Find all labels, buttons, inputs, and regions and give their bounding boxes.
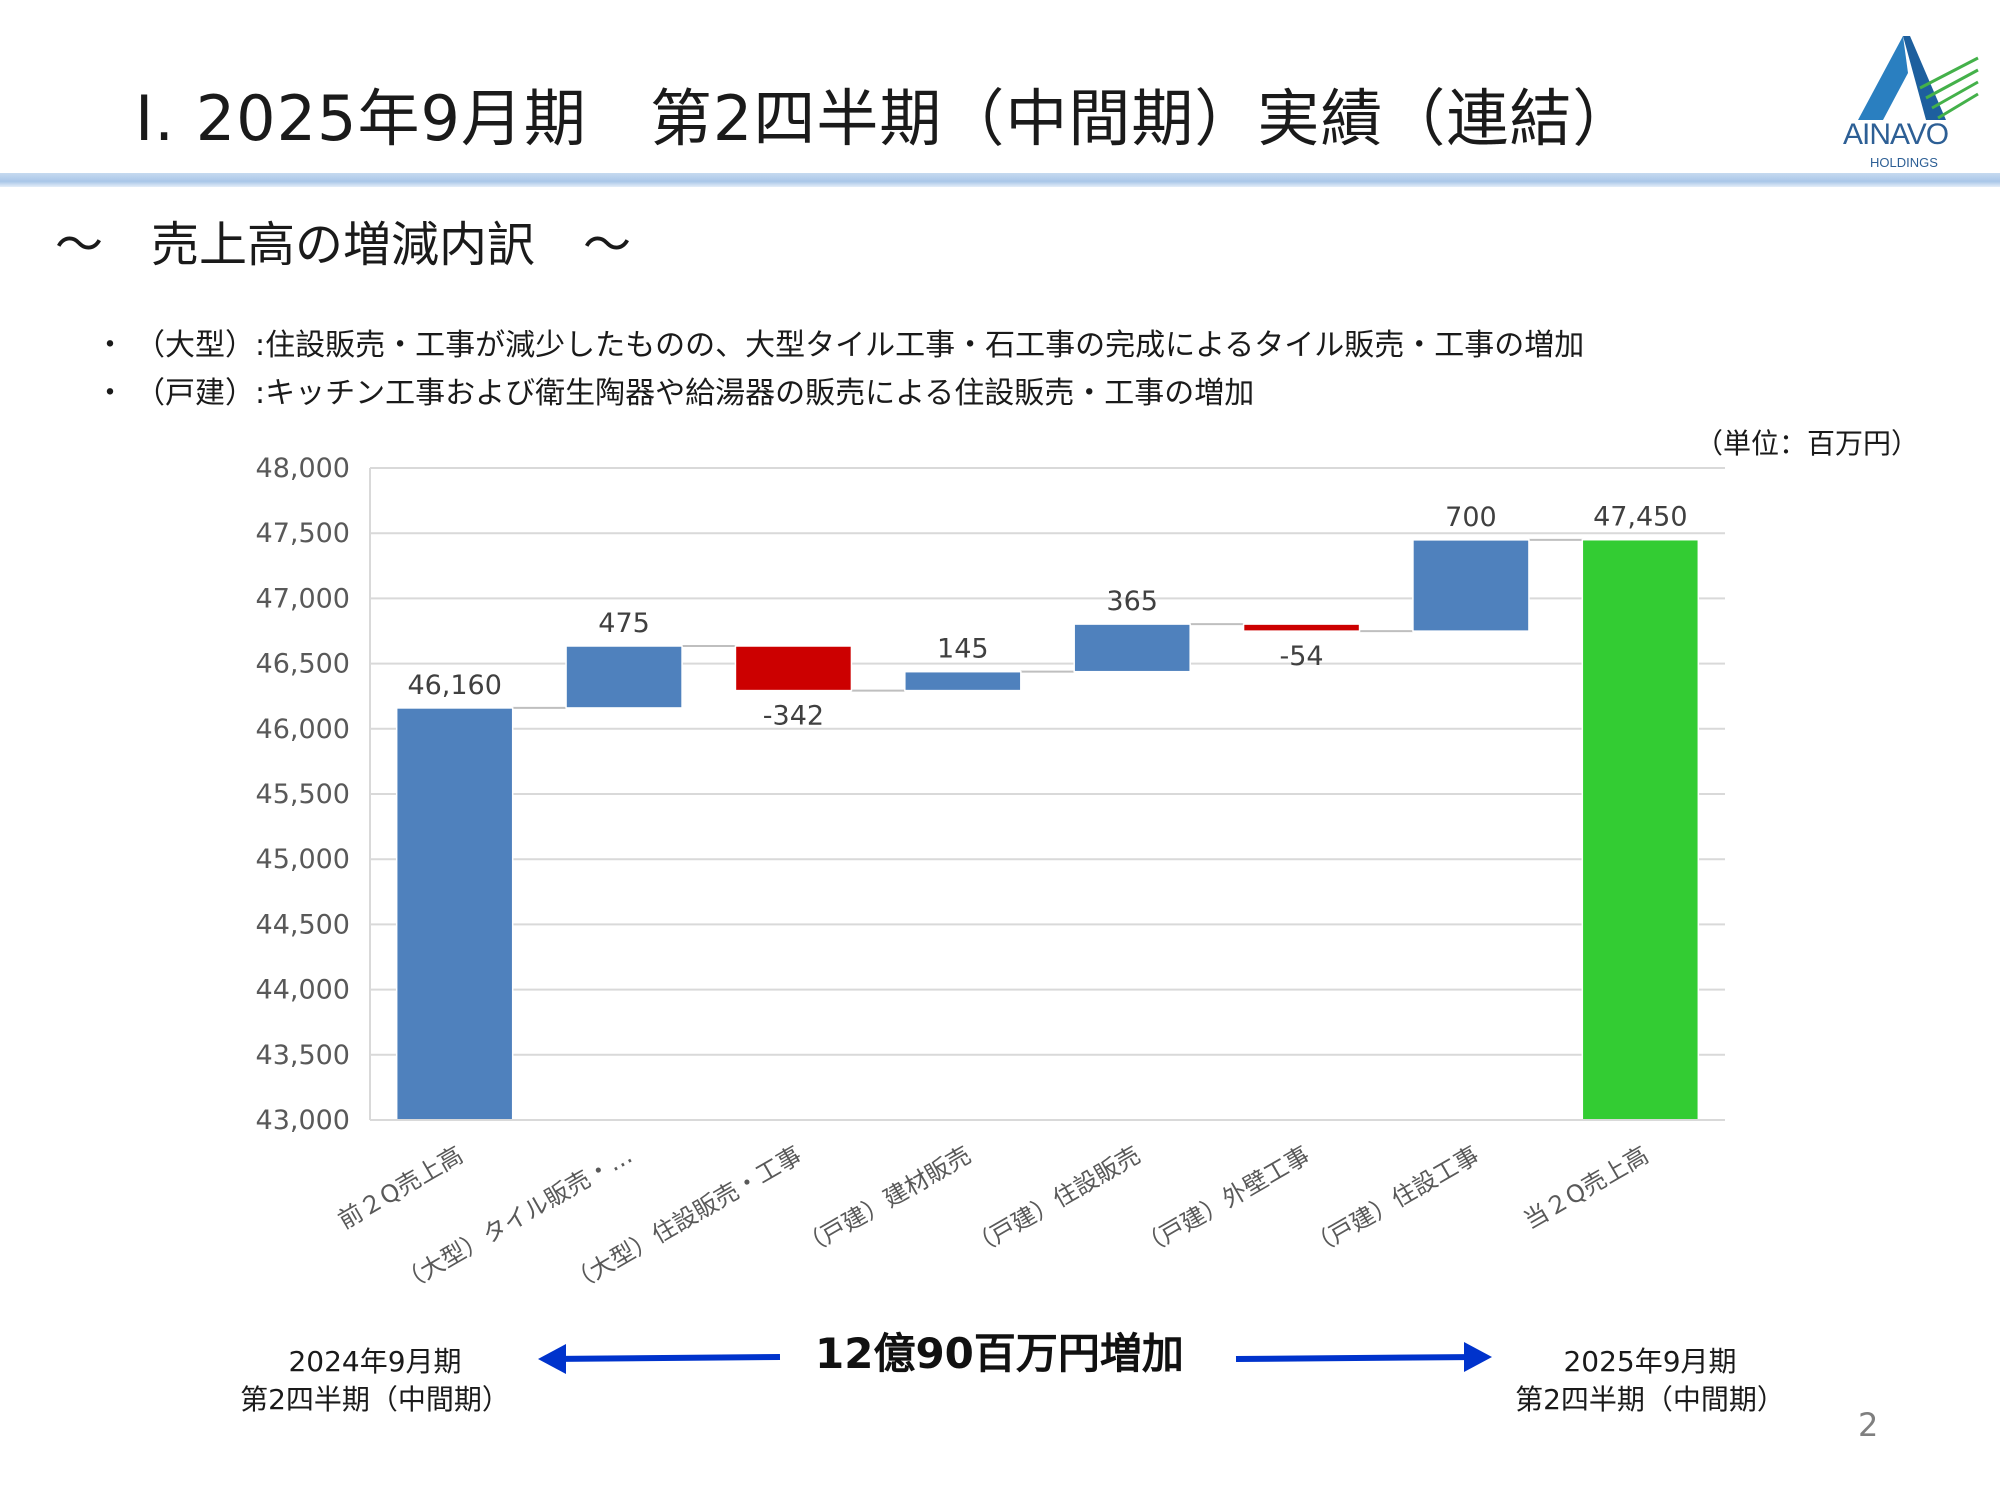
increase-arrows xyxy=(538,1342,1492,1374)
y-tick-label: 46,000 xyxy=(256,714,350,745)
waterfall-chart: 43,000 43,500 44,000 44,500 45,000 45,500 46,0… xyxy=(256,453,1725,1297)
right-period-label: 2025年9月期 第2四半期（中間期） xyxy=(1505,1343,1795,1419)
data-label: 475 xyxy=(598,608,650,639)
y-tick-label: 43,000 xyxy=(256,1105,350,1136)
y-tick-label: 47,000 xyxy=(256,583,350,614)
bar-5 xyxy=(1073,623,1191,673)
y-tick-label: 44,000 xyxy=(256,975,350,1006)
bullet-marker: ・ xyxy=(95,328,125,363)
bar-7 xyxy=(1412,539,1530,632)
category-label: 当２Q売上高 xyxy=(1519,1141,1653,1235)
data-label: 46,160 xyxy=(407,670,501,701)
unit-label: （単位：百万円） xyxy=(1695,427,1920,460)
page-title: Ⅰ. 2025年9月期 第2四半期（中間期）実績（連結） xyxy=(135,82,1636,155)
data-label: 700 xyxy=(1445,502,1497,533)
bullet-text: （大型）:住設販売・工事が減少したものの、大型タイル工事・石工事の完成によるタイ… xyxy=(135,328,1585,363)
bar-3 xyxy=(734,645,853,692)
y-tick-label: 47,500 xyxy=(256,518,350,549)
bar-2 xyxy=(565,645,683,709)
category-label: （戸建）建材販売 xyxy=(796,1141,976,1261)
category-label: 前２Q売上高 xyxy=(333,1141,467,1235)
company-logo xyxy=(1858,36,1979,120)
bar-8 xyxy=(1581,538,1700,1121)
y-tick-label: 45,000 xyxy=(256,844,350,875)
left-period-year: 2024年9月期 xyxy=(288,1345,462,1378)
bullet-list: ・ （大型）:住設販売・工事が減少したものの、大型タイル工事・石工事の完成によるタ… xyxy=(95,322,1584,418)
left-period-label: 2024年9月期 第2四半期（中間期） xyxy=(230,1343,520,1419)
bar-6 xyxy=(1242,623,1361,632)
y-tick-label: 43,500 xyxy=(256,1040,350,1071)
logo-subtext: HOLDINGS xyxy=(1870,155,1938,170)
bar-4 xyxy=(904,670,1022,692)
right-period-quarter: 第2四半期（中間期） xyxy=(1515,1383,1785,1416)
bullet-item: ・ （大型）:住設販売・工事が減少したものの、大型タイル工事・石工事の完成によるタ… xyxy=(95,322,1584,370)
category-label: （戸建）住設販売 xyxy=(965,1141,1145,1261)
y-tick-label: 45,500 xyxy=(256,779,350,810)
bullet-item: ・ （戸建）:キッチン工事および衛生陶器や給湯器の販売による住設販売・工事の増加 xyxy=(95,370,1584,418)
data-label: -54 xyxy=(1280,641,1324,672)
section-subtitle: ～ 売上高の増減内訳 ～ xyxy=(55,217,632,273)
y-tick-label: 46,500 xyxy=(256,649,350,680)
data-label: 47,450 xyxy=(1593,502,1687,533)
increase-amount-note: 12億90百万円増加 xyxy=(815,1329,1184,1378)
data-label: 145 xyxy=(937,634,989,665)
logo-text: AINAVO xyxy=(1843,118,1949,151)
y-tick-label: 48,000 xyxy=(256,453,350,484)
header-rule xyxy=(0,173,2000,187)
right-arrow xyxy=(1235,1342,1492,1372)
right-period-year: 2025年9月期 xyxy=(1563,1345,1737,1378)
left-period-quarter: 第2四半期（中間期） xyxy=(240,1383,510,1416)
bullet-text: （戸建）:キッチン工事および衛生陶器や給湯器の販売による住設販売・工事の増加 xyxy=(135,376,1255,411)
y-tick-label: 44,500 xyxy=(256,909,350,940)
category-label: （戸建）住設工事 xyxy=(1304,1141,1484,1261)
page-number: 2 xyxy=(1858,1406,1879,1444)
bar-1 xyxy=(395,707,514,1121)
data-label: 365 xyxy=(1106,586,1158,617)
bullet-marker: ・ xyxy=(95,376,125,411)
data-label: -342 xyxy=(763,701,824,732)
category-label: （戸建）外壁工事 xyxy=(1134,1141,1314,1261)
left-arrow xyxy=(538,1344,781,1374)
